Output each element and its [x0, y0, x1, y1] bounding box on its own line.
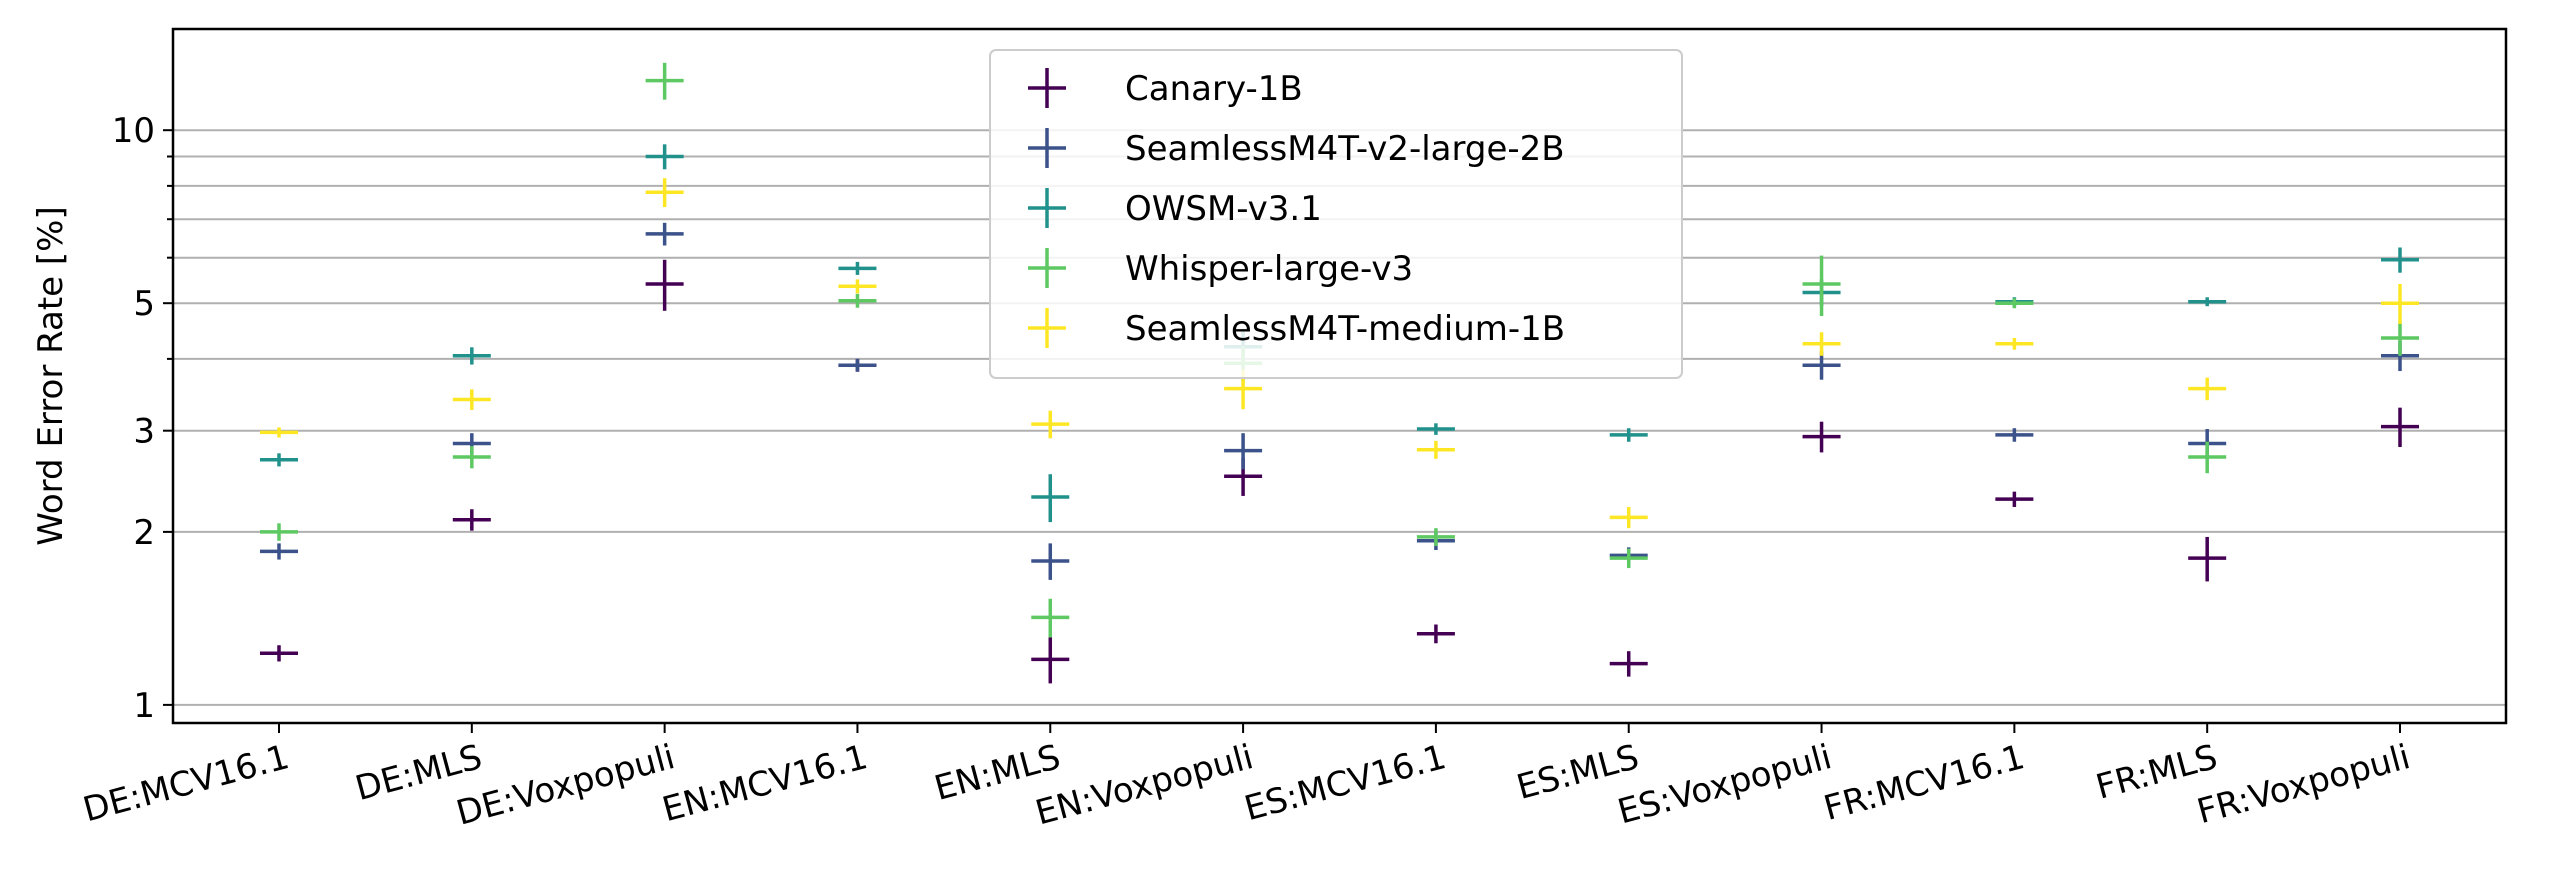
y-tick-label-5: 5 — [133, 284, 155, 324]
point-0-2 — [645, 259, 684, 311]
legend-item-2: OWSM-v3.1 — [1028, 188, 1322, 229]
point-3-3 — [838, 293, 877, 308]
point-3-10 — [2188, 441, 2227, 474]
point-2-3 — [838, 261, 877, 275]
point-4-6 — [1416, 440, 1455, 459]
y-tick-label-2: 2 — [133, 513, 155, 553]
legend-label-4: SeamlessM4T-medium-1B — [1125, 309, 1565, 349]
legend-label-3: Whisper-large-v3 — [1125, 249, 1413, 289]
point-2-10 — [2188, 297, 2227, 307]
y-tick-label-1: 1 — [133, 686, 155, 726]
plot-frame — [171, 27, 2508, 725]
legend-item-0: Canary-1B — [1028, 68, 1303, 109]
point-3-1 — [452, 446, 491, 469]
point-1-5 — [1224, 433, 1263, 470]
point-2-7 — [1609, 428, 1648, 442]
series-0 — [260, 259, 2419, 684]
point-4-0 — [260, 427, 298, 438]
point-3-7 — [1609, 548, 1648, 569]
legend-item-1: SeamlessM4T-v2-large-2B — [1028, 128, 1565, 169]
legend-box — [989, 49, 1683, 379]
point-3-8 — [1802, 255, 1841, 316]
legend-item-3: Whisper-large-v3 — [1028, 248, 1413, 289]
point-0-9 — [1995, 491, 2034, 507]
point-4-10 — [2188, 377, 2227, 401]
point-4-4 — [1031, 410, 1070, 439]
point-0-8 — [1802, 421, 1841, 453]
y-axis-label: Word Error Rate [%] — [31, 206, 71, 546]
point-2-11 — [2381, 247, 2419, 273]
point-3-4 — [1031, 598, 1070, 638]
y-tick-label-3: 3 — [133, 412, 155, 452]
point-0-0 — [260, 645, 298, 662]
point-2-6 — [1416, 423, 1455, 435]
point-4-3 — [838, 279, 877, 294]
point-1-9 — [1995, 428, 2034, 442]
point-4-7 — [1609, 506, 1648, 529]
point-0-4 — [1031, 637, 1070, 684]
point-2-0 — [260, 453, 298, 467]
point-3-6 — [1416, 528, 1455, 547]
legend-item-4: SeamlessM4T-medium-1B — [1028, 308, 1565, 349]
point-1-0 — [260, 543, 298, 560]
point-3-2 — [645, 62, 684, 100]
point-1-3 — [838, 358, 877, 372]
data-marks — [260, 62, 2419, 684]
point-1-4 — [1031, 543, 1070, 580]
point-1-8 — [1802, 351, 1841, 380]
point-0-7 — [1609, 651, 1648, 677]
point-4-8 — [1802, 332, 1841, 356]
point-4-1 — [452, 389, 491, 410]
legend: Canary-1B SeamlessM4T-v2-large-2B OWSM-v3.… — [989, 49, 1683, 379]
point-4-9 — [1995, 337, 2034, 350]
point-4-2 — [645, 178, 684, 208]
legend-label-2: OWSM-v3.1 — [1125, 189, 1322, 229]
y-tick-label-10: 10 — [112, 111, 155, 151]
point-0-1 — [452, 509, 491, 531]
point-1-2 — [645, 222, 684, 246]
y-axis: 1 2 3 5 10 — [112, 111, 173, 726]
legend-label-0: Canary-1B — [1125, 69, 1303, 109]
point-2-4 — [1031, 474, 1070, 523]
point-4-11 — [2381, 283, 2419, 325]
point-2-2 — [645, 144, 684, 170]
series-4 — [260, 178, 2419, 529]
point-3-0 — [260, 523, 298, 541]
point-0-11 — [2381, 407, 2419, 448]
legend-label-1: SeamlessM4T-v2-large-2B — [1125, 129, 1565, 169]
point-0-6 — [1416, 624, 1455, 644]
point-0-10 — [2188, 536, 2227, 582]
point-3-9 — [1995, 298, 2034, 309]
point-3-11 — [2381, 321, 2419, 356]
point-2-1 — [452, 347, 491, 365]
